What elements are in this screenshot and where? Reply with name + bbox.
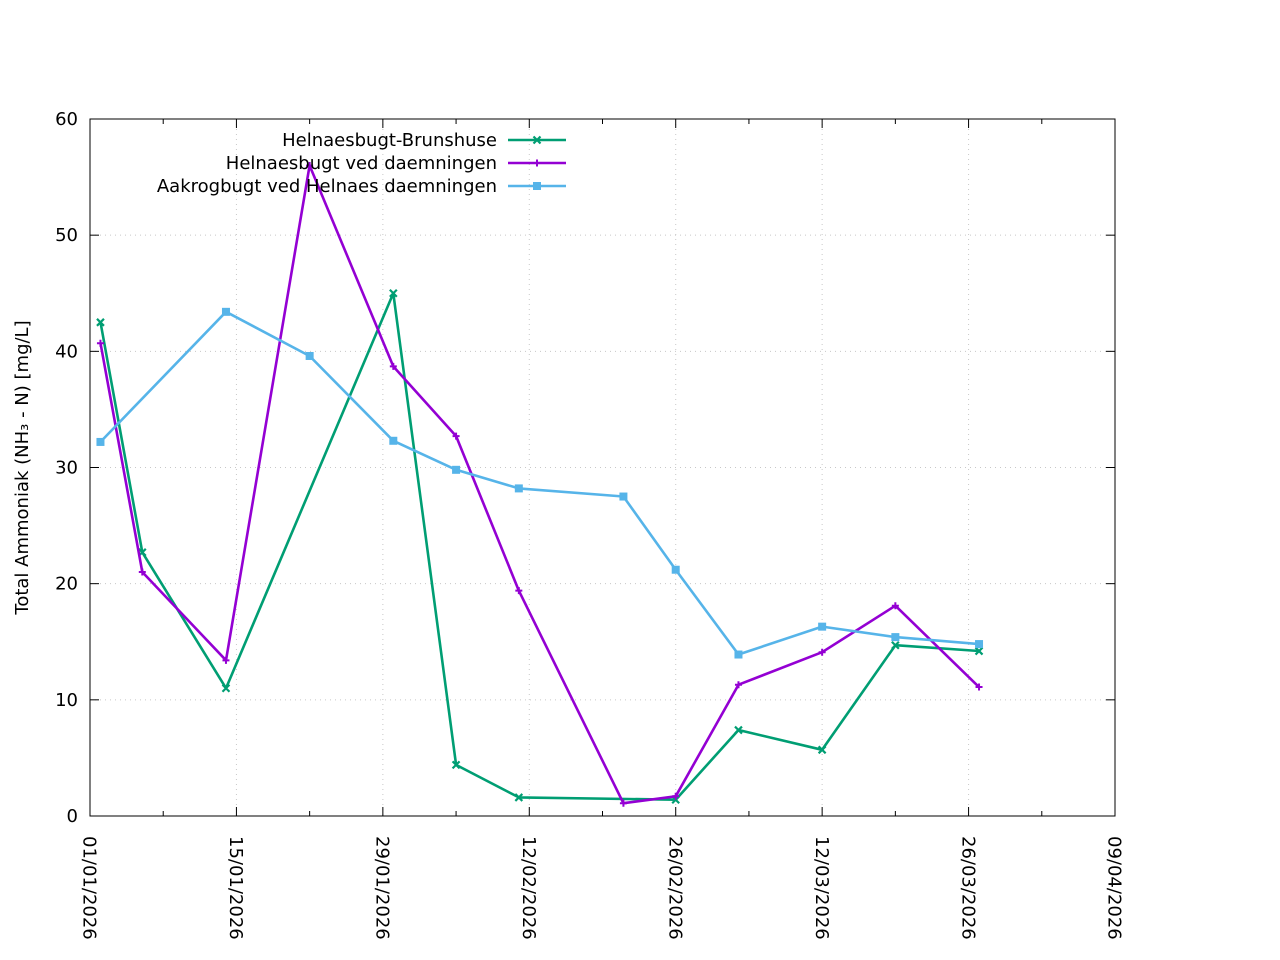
y-tick-label: 50 — [55, 225, 78, 246]
data-point — [532, 135, 542, 145]
data-point — [671, 565, 680, 574]
data-point — [514, 793, 524, 802]
legend-label: Helnaesbugt-Brunshuse — [282, 130, 497, 151]
x-tick-labels: 01/01/2026 15/01/2026 29/01/2026 12/02/2026… — [79, 836, 1125, 940]
series-3 — [96, 307, 984, 659]
data-point — [891, 633, 900, 642]
x-tick-label: 12/02/2026 — [518, 836, 539, 940]
x-tick-label: 26/02/2026 — [664, 836, 685, 940]
y-axis-title: Total Ammoniak (NH₃ - N) [mg/L] — [12, 320, 33, 615]
data-point — [221, 307, 230, 316]
data-point — [452, 465, 461, 474]
x-tick-label: 09/04/2026 — [1104, 836, 1125, 940]
data-point — [533, 182, 541, 190]
data-point — [389, 288, 398, 298]
data-point — [672, 792, 680, 800]
data-point — [818, 648, 826, 656]
series-layer — [96, 161, 984, 807]
data-point — [817, 745, 827, 755]
x-tick-label: 12/03/2026 — [811, 836, 832, 940]
data-point — [734, 681, 742, 689]
data-point — [975, 640, 984, 649]
legend-label: Aakrogbugt ved Helnaes daemningen — [157, 176, 497, 197]
data-point — [96, 437, 105, 446]
data-point — [221, 683, 231, 693]
series-line — [99, 310, 980, 656]
x-tick-label: 26/03/2026 — [957, 836, 978, 940]
data-point — [514, 484, 523, 493]
data-point — [891, 640, 900, 650]
y-tick-labels: 0 10 20 30 40 50 60 — [55, 109, 78, 827]
x-tick-label: 15/01/2026 — [225, 836, 246, 940]
legend-label: Helnaesbugt ved daemningen — [226, 153, 497, 174]
data-point — [818, 622, 827, 631]
y-tick-label: 10 — [55, 690, 78, 711]
data-point — [975, 683, 983, 691]
data-point — [389, 436, 398, 445]
data-point — [515, 587, 523, 595]
y-tick-label: 0 — [67, 806, 78, 827]
series-1 — [96, 288, 984, 805]
legend-item: Helnaesbugt ved daemningen — [226, 153, 566, 174]
x-tick-label: 01/01/2026 — [79, 836, 100, 940]
series-2 — [96, 161, 983, 807]
data-point — [451, 760, 461, 770]
data-point — [891, 602, 899, 610]
y-tick-label: 30 — [55, 458, 78, 479]
y-tick-label: 20 — [55, 574, 78, 595]
data-point — [138, 568, 146, 576]
data-point — [389, 362, 397, 370]
data-point — [974, 646, 984, 656]
legend-item: Aakrogbugt ved Helnaes daemningen — [157, 176, 566, 197]
tick-marks — [89, 118, 1116, 817]
data-point — [619, 799, 627, 807]
data-point — [306, 161, 314, 169]
y-tick-label: 40 — [55, 341, 78, 362]
data-point — [452, 432, 460, 440]
series-line — [99, 164, 980, 805]
data-point — [96, 318, 105, 327]
data-point — [619, 492, 628, 501]
data-point — [96, 339, 104, 347]
data-point — [533, 159, 541, 167]
data-point — [222, 656, 230, 664]
data-point — [734, 725, 743, 735]
data-point — [305, 351, 314, 360]
legend-item: Helnaesbugt-Brunshuse — [282, 130, 566, 151]
x-tick-label: 29/01/2026 — [372, 836, 393, 940]
data-point — [734, 650, 743, 659]
series-line — [99, 292, 980, 801]
y-tick-label: 60 — [55, 109, 78, 130]
plot-frame — [89, 118, 1116, 817]
grid — [90, 119, 1115, 816]
